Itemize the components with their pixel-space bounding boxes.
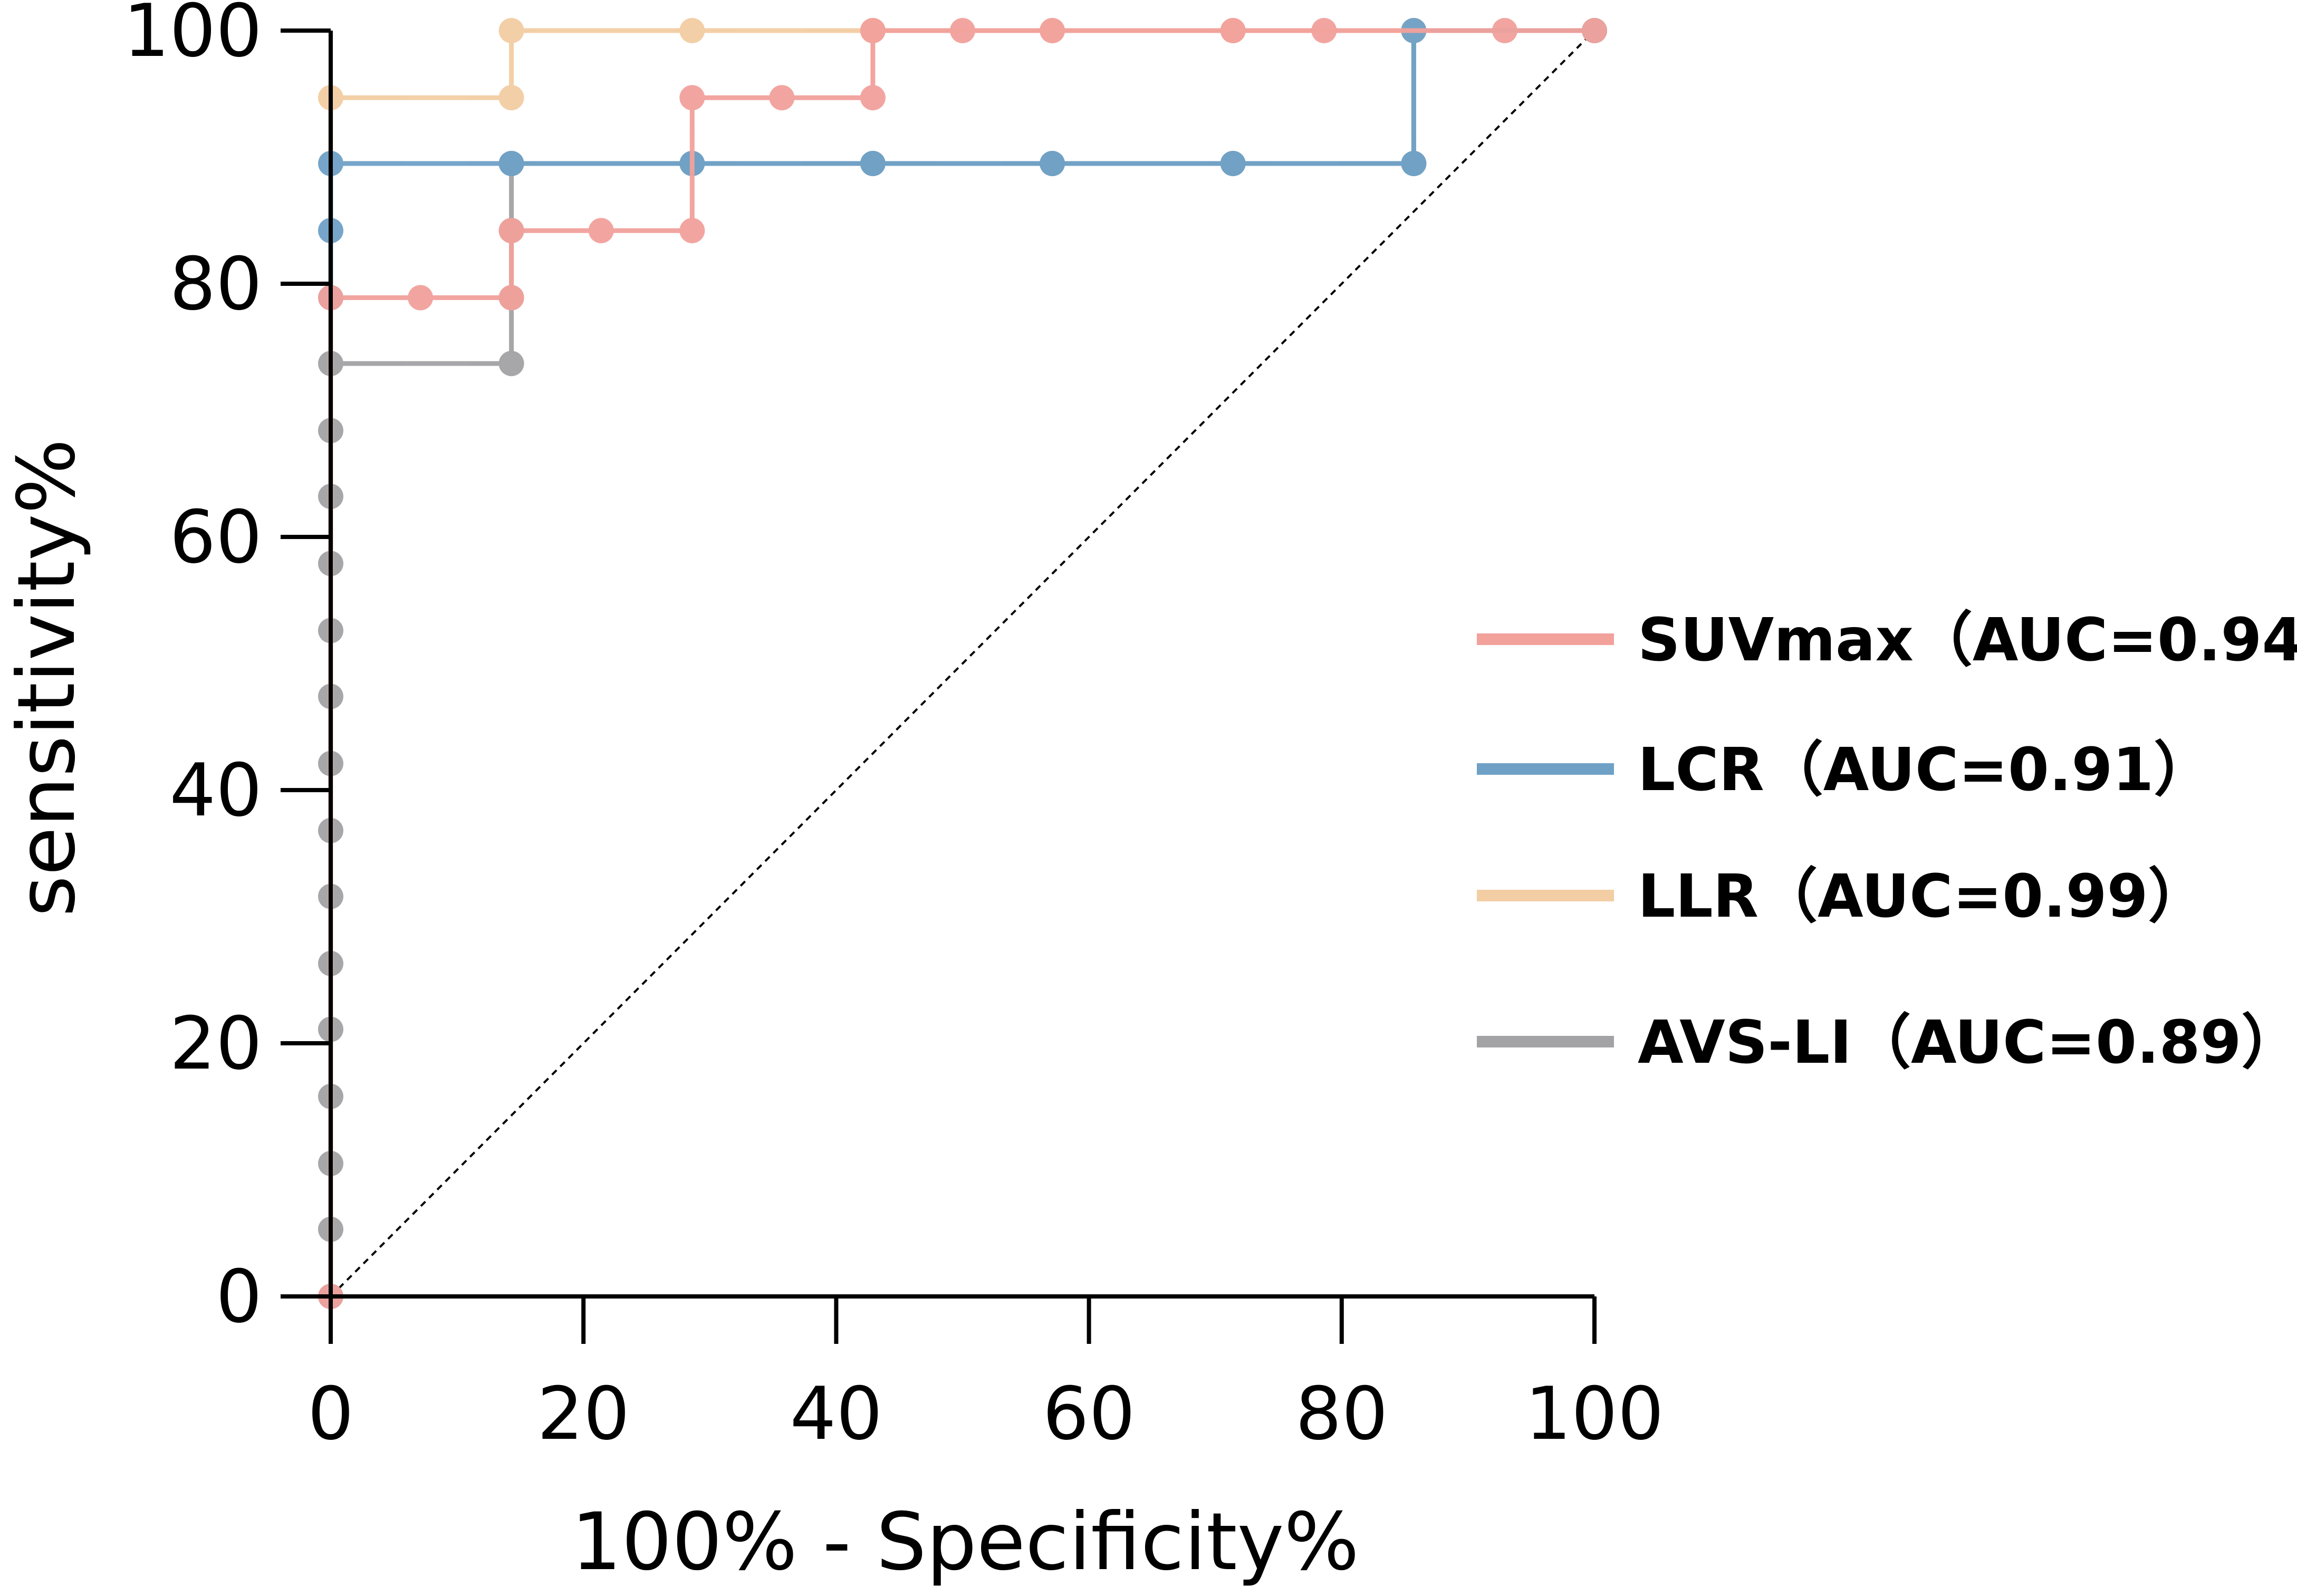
x-tick-label: 100 xyxy=(1525,1371,1664,1456)
series-1-point xyxy=(950,18,975,43)
series-1-point xyxy=(679,218,705,244)
series-2-point xyxy=(498,151,524,176)
series-1-point xyxy=(498,218,524,244)
series-2-point xyxy=(1401,151,1427,176)
series-1-point xyxy=(1040,18,1065,43)
series-3-point xyxy=(498,18,524,43)
y-tick-label: 100 xyxy=(123,0,262,73)
series-1-point xyxy=(1311,18,1337,43)
legend-item-4-label: AVS-LI（AUC=0.89） xyxy=(1638,1008,2297,1077)
legend-item-3-label: LLR（AUC=0.99） xyxy=(1638,862,2207,931)
series-2-point xyxy=(860,151,886,176)
x-tick-label: 80 xyxy=(1295,1371,1388,1456)
series-1-point xyxy=(588,218,614,244)
series-1-point xyxy=(1220,18,1246,43)
y-tick-label: 20 xyxy=(169,1001,262,1086)
y-tick-label: 80 xyxy=(169,242,262,326)
x-tick-label: 40 xyxy=(790,1371,883,1456)
series-1-point xyxy=(1582,18,1607,43)
series-1-point xyxy=(679,85,705,111)
x-tick-label: 0 xyxy=(307,1371,354,1456)
legend-item-4: AVS-LI（AUC=0.89） xyxy=(1477,1008,2297,1077)
series-1-point xyxy=(1492,18,1517,43)
axes: 0 20 40 60 80 100 0 20 40 60 80 100 xyxy=(123,0,1664,1456)
series-4-point xyxy=(498,351,524,377)
legend-item-2: LCR（AUC=0.91） xyxy=(1477,736,2213,804)
plot-area xyxy=(318,18,1607,1309)
y-tick-label: 0 xyxy=(216,1254,262,1339)
legend-item-3: LLR（AUC=0.99） xyxy=(1477,862,2207,931)
series-1-point xyxy=(498,285,524,311)
reference-diagonal-line xyxy=(330,30,1596,1297)
series-2-point xyxy=(1220,151,1246,176)
y-axis-title: sensitivity% xyxy=(1,439,93,917)
series-1-point xyxy=(860,85,886,111)
series-3-point xyxy=(498,85,524,111)
series-1-point xyxy=(860,18,886,43)
series-2-point xyxy=(1040,151,1065,176)
legend: SUVmax（AUC=0.94） LCR（AUC=0.91） LLR（AUC=0.9… xyxy=(1477,606,2297,1077)
legend-item-2-label: LCR（AUC=0.91） xyxy=(1638,736,2213,804)
legend-item-1: SUVmax（AUC=0.94） xyxy=(1477,606,2297,675)
y-tick-label: 40 xyxy=(169,748,262,833)
series-1-point xyxy=(408,285,434,311)
x-tick-label: 60 xyxy=(1043,1371,1136,1456)
series-1-point xyxy=(769,85,795,111)
y-tick-label: 60 xyxy=(169,495,262,580)
x-tick-label: 20 xyxy=(537,1371,630,1456)
x-axis-title: 100% - Specificity% xyxy=(571,1496,1359,1588)
legend-item-1-label: SUVmax（AUC=0.94） xyxy=(1638,606,2297,675)
series-3-point xyxy=(679,18,705,43)
